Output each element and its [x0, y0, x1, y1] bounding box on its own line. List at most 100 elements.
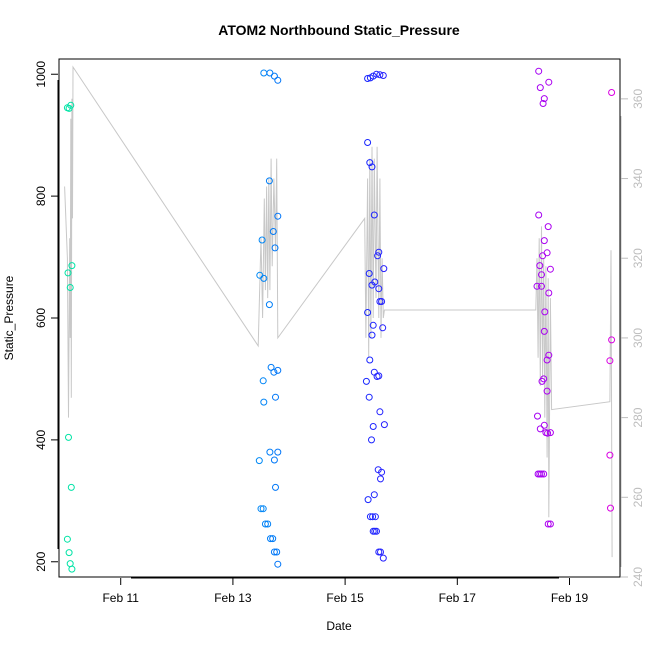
- data-point: [65, 549, 73, 557]
- data-point: [261, 520, 269, 528]
- data-point: [64, 269, 72, 277]
- data-point: [545, 351, 553, 359]
- data-point: [379, 554, 387, 562]
- data-point: [63, 535, 71, 543]
- x-tick-label: Feb 17: [439, 591, 477, 605]
- data-point: [264, 520, 272, 528]
- y-tick-label: 1000: [34, 61, 48, 88]
- data-point: [68, 262, 76, 270]
- data-point: [66, 284, 74, 291]
- data-point: [544, 429, 552, 437]
- y-tick-label: 200: [34, 551, 48, 571]
- data-point: [364, 496, 372, 504]
- x-axis-ticks: Feb 11 Feb 13 Feb 15 Feb 17 Feb 19: [102, 578, 589, 605]
- data-point: [369, 513, 377, 521]
- data-point: [371, 278, 379, 286]
- data-point: [260, 274, 268, 282]
- data-point: [376, 408, 384, 416]
- data-point: [536, 262, 544, 270]
- data-point: [539, 100, 547, 107]
- data-point: [535, 211, 543, 219]
- data-point: [534, 412, 541, 420]
- data-point: [538, 377, 546, 385]
- data-point: [608, 89, 616, 96]
- data-point: [366, 513, 374, 521]
- data-point: [270, 368, 278, 376]
- data-point: [375, 285, 383, 293]
- y-axis-ticks: 200 400 600 800 1000: [34, 61, 58, 572]
- data-point: [274, 560, 282, 568]
- data-point: [380, 421, 388, 429]
- y2-tick-label: 260: [631, 487, 645, 507]
- line-series: [64, 65, 613, 558]
- data-point: [539, 252, 547, 260]
- data-point: [371, 513, 379, 521]
- data-point: [65, 433, 72, 441]
- data-point: [260, 398, 268, 406]
- data-point: [259, 377, 267, 385]
- data-point: [379, 72, 387, 79]
- y2-tick-label: 340: [631, 168, 645, 188]
- data-point: [366, 159, 374, 167]
- data-point: [380, 265, 388, 273]
- y2-tick-label: 360: [631, 89, 645, 109]
- data-point: [541, 308, 549, 316]
- x-tick-label: Feb 19: [551, 591, 589, 605]
- data-point: [257, 505, 265, 513]
- data-point: [270, 72, 278, 80]
- data-point: [368, 331, 376, 339]
- data-point: [545, 289, 553, 297]
- data-point: [274, 366, 282, 374]
- data-point: [258, 236, 266, 244]
- y-tick-label: 400: [34, 430, 48, 450]
- data-point: [274, 212, 282, 220]
- data-point: [271, 244, 279, 252]
- data-point: [606, 357, 614, 365]
- data-point: [265, 177, 273, 185]
- y-axis-label: Static_Pressure: [2, 275, 16, 360]
- data-point: [607, 504, 614, 512]
- data-point: [536, 425, 544, 433]
- data-point: [267, 535, 274, 543]
- y2-axis-ticks: 240 260 280 300 320 340 360: [621, 89, 645, 587]
- series-line: [64, 65, 613, 558]
- x-tick-label: Feb 15: [326, 591, 364, 605]
- data-point: [373, 70, 380, 78]
- data-point: [377, 475, 384, 483]
- data-point: [543, 387, 551, 395]
- data-point: [369, 423, 377, 430]
- data-point: [379, 324, 387, 332]
- y-tick-label: 800: [34, 186, 48, 206]
- y2-tick-label: 300: [631, 328, 645, 348]
- data-point: [364, 139, 372, 146]
- data-point: [374, 252, 382, 260]
- data-point: [545, 78, 553, 86]
- data-point: [546, 520, 554, 528]
- y2-tick-label: 240: [631, 567, 645, 587]
- data-point: [544, 520, 552, 528]
- data-point: [370, 211, 378, 219]
- data-point: [368, 163, 376, 171]
- x-tick-label: Feb 11: [102, 591, 139, 605]
- data-point: [369, 321, 377, 329]
- data-point: [260, 69, 268, 77]
- data-point: [364, 75, 372, 82]
- data-point: [266, 448, 274, 456]
- data-point: [269, 228, 277, 235]
- data-point: [546, 429, 554, 437]
- plot-area-border: [58, 58, 621, 578]
- data-point: [535, 67, 543, 75]
- data-point: [365, 270, 373, 277]
- data-point: [365, 393, 373, 401]
- data-point: [543, 356, 551, 364]
- data-point: [546, 265, 554, 273]
- data-point: [544, 223, 552, 231]
- data-point: [364, 309, 372, 316]
- data-point: [368, 436, 375, 444]
- y2-tick-label: 280: [631, 407, 645, 427]
- data-point: [274, 448, 282, 456]
- point-series: [63, 67, 616, 573]
- data-point: [376, 71, 384, 79]
- data-point: [272, 393, 279, 401]
